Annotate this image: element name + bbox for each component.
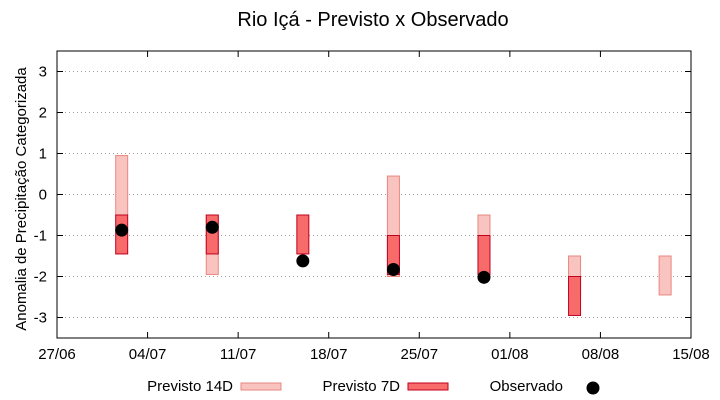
bar-previsto-14d — [658, 255, 672, 296]
x-tick-label: 04/07 — [129, 346, 167, 363]
chart-title: Rio Içá - Previsto x Observado — [237, 9, 508, 31]
y-tick-label: 1 — [39, 146, 47, 163]
y-axis-label: Anomalia de Precipitação Categorizada — [13, 67, 30, 331]
legend-label-previsto-7d: Previsto 7D — [322, 378, 400, 395]
bar-previsto-7d — [568, 276, 582, 316]
legend-label-observado: Observado — [490, 378, 563, 395]
legend-swatch-observado — [586, 381, 600, 395]
y-tick-label: -2 — [34, 269, 47, 286]
grid-lines — [57, 71, 691, 318]
bar-previsto-7d — [477, 235, 491, 275]
point-observado — [386, 263, 400, 277]
point-observado — [115, 223, 129, 237]
legend-swatch-previsto-14d — [240, 382, 282, 391]
x-tick-label: 15/08 — [672, 346, 710, 363]
x-tick-label: 11/07 — [220, 346, 256, 363]
legend-swatch-previsto-7d — [407, 382, 449, 391]
bar-previsto-14d — [115, 155, 129, 216]
y-tick-label: 2 — [39, 105, 47, 122]
x-tick-label: 25/07 — [401, 346, 439, 363]
y-tick-label: 0 — [39, 187, 47, 204]
legend-label-previsto-14d: Previsto 14D — [147, 378, 233, 395]
bar-previsto-7d — [296, 214, 310, 255]
x-tick-label: 08/08 — [582, 346, 620, 363]
x-tick-label: 18/07 — [310, 346, 348, 363]
x-tick-label: 01/08 — [491, 346, 529, 363]
point-observado — [296, 254, 310, 268]
point-observado — [205, 220, 219, 234]
x-tick-label: 27/06 — [38, 346, 76, 363]
axis-ticks: 3 2 1 0 -1 -2 -3 27/06 04/07 11/07 18/07 25/07 01/08… — [34, 51, 710, 363]
point-observado — [477, 270, 491, 284]
legend: Previsto 14D Previsto 7D Observado — [147, 378, 600, 395]
y-tick-label: -1 — [34, 228, 47, 245]
y-tick-label: 3 — [39, 64, 47, 81]
y-tick-label: -3 — [34, 310, 47, 327]
plot-series — [115, 155, 672, 316]
